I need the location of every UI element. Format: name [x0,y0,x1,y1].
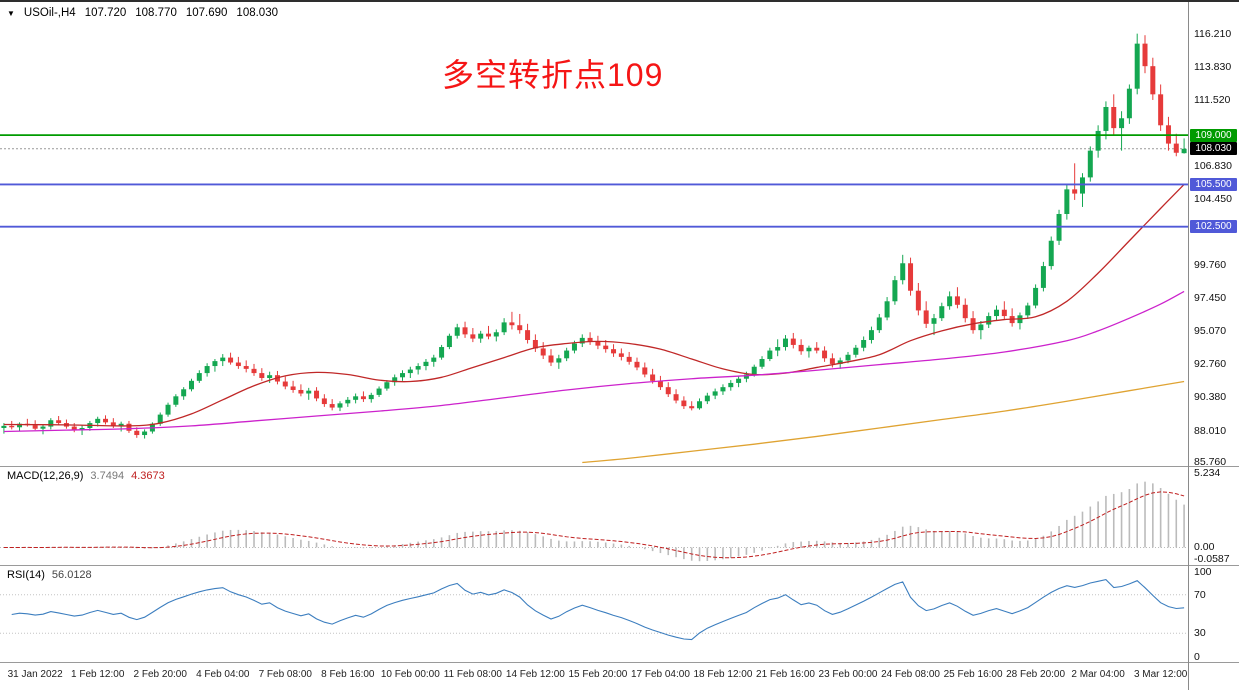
panel-resize-handle[interactable] [0,662,1239,663]
time-tick: 18 Feb 12:00 [693,669,753,680]
time-tick: 17 Feb 04:00 [630,669,690,680]
window-top-border [0,0,1239,2]
rsi-indicator-label: RSI(14) 56.0128 [7,569,92,581]
time-tick: 11 Feb 08:00 [443,669,502,680]
time-tick: 25 Feb 16:00 [943,669,1003,680]
ohlc-open: 107.720 [84,7,127,19]
macd-signal-value: 4.3673 [131,470,165,482]
price-tick: 30 [1194,627,1206,640]
symbol-dropdown-icon[interactable]: ▼ [7,8,15,18]
time-tick: 31 Jan 2022 [7,669,63,680]
panel-resize-handle[interactable] [0,565,1239,566]
price-tick: 97.450 [1194,291,1227,304]
rsi-value: 56.0128 [51,569,92,581]
time-tick: 24 Feb 08:00 [881,669,940,680]
macd-name: MACD(12,26,9) [7,470,84,482]
time-tick: 8 Feb 16:00 [321,669,375,680]
time-tick: 21 Feb 16:00 [756,669,815,680]
time-tick: 2 Mar 04:00 [1071,669,1125,680]
price-tick: 70 [1194,588,1206,601]
macd-main-value: 3.7494 [90,470,125,482]
rsi-panel-canvas[interactable] [0,566,1188,662]
price-tick: -0.0587 [1194,553,1230,565]
price-tick: 104.450 [1194,193,1232,206]
ma-fast-red [3,183,1185,427]
price-tick: 85.760 [1194,456,1227,469]
price-tick: 99.760 [1194,259,1227,272]
price-tick: 88.010 [1194,424,1227,437]
price-tick: 95.070 [1194,325,1227,338]
price-level-badge: 109.000 [1190,128,1237,142]
time-tick: 3 Mar 12:00 [1133,669,1188,680]
symbol-ohlc-label: ▼ USOil-,H4 107.720 108.770 107.690 108.… [7,7,278,19]
ohlc-low: 107.690 [185,7,228,19]
price-tick: 111.520 [1194,93,1231,106]
time-tick: 2 Feb 20:00 [133,669,187,680]
rsi-indicator-panel: RSI(14) 56.0128 [0,566,1188,662]
price-tick: 0.00 [1194,541,1215,554]
price-level-badge: 105.500 [1190,177,1237,191]
price-tick: 116.210 [1194,27,1232,40]
panel-resize-handle[interactable] [0,466,1239,467]
ohlc-high: 108.770 [135,7,177,19]
time-tick: 14 Feb 12:00 [505,669,565,680]
macd-indicator-label: MACD(12,26,9) 3.7494 4.3673 [7,470,165,482]
price-tick: 5.234 [1194,467,1221,479]
symbol-name: USOil-,H4 [23,7,76,19]
macd-indicator-panel: MACD(12,26,9) 3.7494 4.3673 [0,467,1188,565]
ohlc-close: 108.030 [236,7,278,19]
ma-mid-magenta [3,290,1185,433]
time-tick: 28 Feb 20:00 [1006,669,1066,680]
price-tick: 92.760 [1194,357,1227,370]
price-level-badge: 108.030 [1190,142,1237,156]
time-tick: 1 Feb 12:00 [71,669,125,680]
main-price-panel: ▼ USOil-,H4 107.720 108.770 107.690 108.… [0,0,1188,466]
time-tick: 10 Feb 00:00 [380,669,440,680]
ma-slow-orange [582,380,1185,464]
axis-separator [1188,0,1189,690]
price-tick: 113.830 [1194,61,1232,74]
chart-annotation-text[interactable]: 多空转折点109 [442,57,664,93]
time-tick: 23 Feb 00:00 [818,669,878,680]
price-axis[interactable]: 116.210 113.830 111.520 106.830 104.450 99.76… [1189,0,1239,690]
price-tick: 100 [1194,566,1212,578]
price-tick: 0 [1194,651,1200,663]
time-tick: 7 Feb 08:00 [258,669,312,680]
price-tick: 106.830 [1194,159,1232,172]
price-tick: 90.380 [1194,391,1227,404]
macd-panel-canvas[interactable] [0,467,1188,565]
time-tick: 4 Feb 04:00 [196,669,250,680]
time-axis[interactable]: 31 Jan 2022 1 Feb 12:00 2 Feb 20:00 4 Feb 0… [0,663,1188,690]
main-chart-canvas[interactable] [0,0,1188,466]
rsi-name: RSI(14) [7,569,45,581]
price-level-badge: 102.500 [1190,220,1237,234]
time-tick: 15 Feb 20:00 [568,669,628,680]
